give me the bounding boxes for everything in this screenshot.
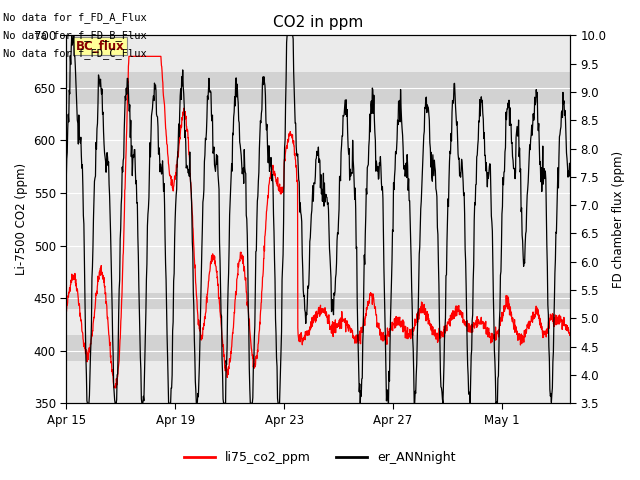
Y-axis label: FD chamber flux (ppm): FD chamber flux (ppm): [612, 151, 625, 288]
Text: No data for f_FD_B_Flux: No data for f_FD_B_Flux: [3, 30, 147, 41]
Title: CO2 in ppm: CO2 in ppm: [273, 15, 364, 30]
Y-axis label: Li-7500 CO2 (ppm): Li-7500 CO2 (ppm): [15, 163, 28, 276]
Text: No data for f_FD_C_Flux: No data for f_FD_C_Flux: [3, 48, 147, 60]
Text: No data for f_FD_A_Flux: No data for f_FD_A_Flux: [3, 12, 147, 23]
Legend: li75_co2_ppm, er_ANNnight: li75_co2_ppm, er_ANNnight: [179, 446, 461, 469]
Bar: [66, 293, 570, 309]
Text: BC_flux: BC_flux: [76, 39, 125, 52]
Bar: [66, 72, 570, 104]
Bar: [66, 335, 570, 361]
